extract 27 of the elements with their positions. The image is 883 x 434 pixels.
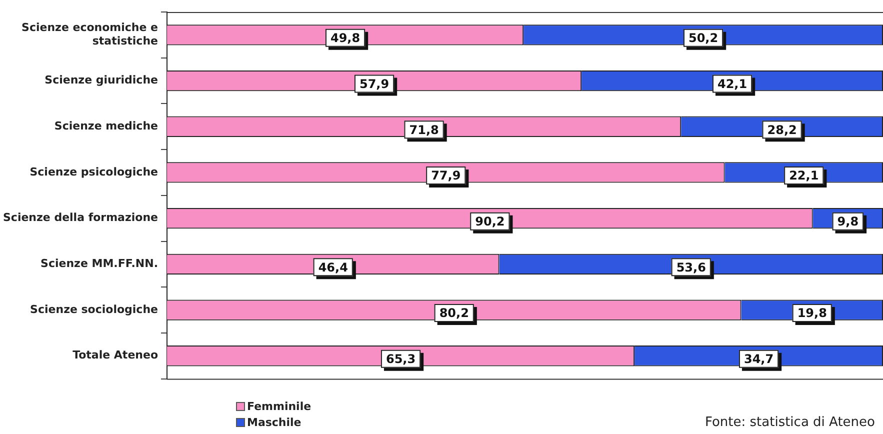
data-label: 19,8	[797, 306, 827, 320]
source-note: Fonte: statistica di Ateneo	[704, 415, 875, 430]
data-label: 46,4	[318, 260, 348, 274]
data-label: 34,7	[744, 352, 774, 366]
data-label: 90,2	[475, 214, 505, 228]
y-tick-label: Scienze economiche e statistiche	[22, 21, 158, 48]
data-label: 22,1	[789, 168, 819, 183]
y-tick-label: Scienze mediche	[54, 119, 158, 132]
legend-label: Maschile	[246, 414, 302, 430]
data-label: 9,8	[837, 214, 859, 228]
data-label: 42,1	[717, 76, 748, 91]
data-label: 28,2	[767, 122, 797, 137]
y-tick-label: Totale Ateneo	[72, 348, 158, 362]
data-label: 71,8	[409, 122, 439, 137]
y-tick-label: Scienze della formazione	[3, 211, 158, 224]
data-label: 65,3	[386, 352, 416, 366]
y-tick-label: Scienze sociologiche	[30, 302, 158, 316]
data-label: 49,8	[330, 31, 360, 46]
data-label: 77,9	[431, 168, 461, 183]
y-tick-label: Scienze psicologiche	[30, 165, 158, 178]
data-label: 57,9	[359, 76, 390, 91]
legend-label: Femminile	[246, 398, 312, 414]
data-label: 50,2	[688, 31, 718, 46]
data-label: 53,6	[676, 260, 706, 274]
y-tick-label: Scienze MM.FF.NN.	[40, 257, 158, 270]
data-label: 80,2	[439, 306, 469, 320]
y-tick-label: Scienze giuridiche	[44, 74, 158, 87]
